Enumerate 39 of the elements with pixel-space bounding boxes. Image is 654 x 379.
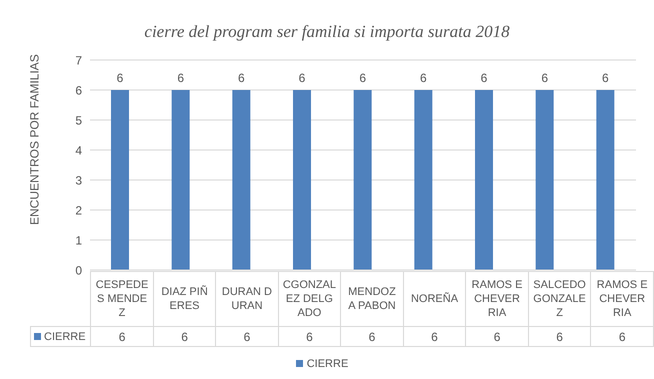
annotation: 6 xyxy=(298,71,306,85)
annotation: 6 xyxy=(177,71,184,85)
y-tick-label: 7 xyxy=(75,53,82,68)
data-label: 6 xyxy=(528,326,591,346)
x-tick-label: RAMOS ECHEVERRIA xyxy=(466,272,528,326)
data-label: 6 xyxy=(216,326,278,346)
legend-label: CIERRE xyxy=(30,326,91,346)
annotation: 6 xyxy=(602,71,609,85)
annotation: 6 xyxy=(359,71,366,85)
data-label: 6 xyxy=(590,326,654,346)
x-tick-label: SALCEDO GONZALEZ xyxy=(528,272,591,326)
data-label: 6 xyxy=(403,326,466,346)
annotation: 6 xyxy=(238,71,245,85)
y-tick-label: 4 xyxy=(75,143,82,158)
y-tick-label: 3 xyxy=(75,173,82,188)
annotation: 6 xyxy=(480,71,488,85)
text: CIERRE xyxy=(306,358,348,370)
x-tick-label: DURAN DURAN xyxy=(216,272,278,326)
x-tick-label: NOREÑA xyxy=(403,272,466,326)
y-tick-label: 0 xyxy=(75,263,82,278)
x-tick-label: DIAZ PIÑERES xyxy=(153,272,216,326)
y-axis-title: ENCUENTROS POR FAMILIAS xyxy=(27,54,42,225)
y-tick-label: 6 xyxy=(75,83,82,98)
y-tick-label: 1 xyxy=(75,233,82,248)
data-label: 6 xyxy=(340,326,404,346)
x-tick-label: CGONZALEZ DELGADO xyxy=(278,272,341,326)
x-tick-label: CESPEDES MENDEZ xyxy=(90,272,154,326)
chart-title: cierre del program ser familia si importa surata 2018 xyxy=(143,22,511,42)
annotation: 6 xyxy=(116,71,124,85)
y-tick-label: 2 xyxy=(75,203,82,218)
x-tick-label: MENDOZA PABON xyxy=(340,272,404,326)
data-label: 6 xyxy=(90,326,154,346)
x-tick-label: RAMOS ECHEVERRIA xyxy=(590,272,654,326)
data-label: 6 xyxy=(153,326,216,346)
annotation: 6 xyxy=(420,71,427,85)
data-label: 6 xyxy=(278,326,341,346)
annotation: 6 xyxy=(541,71,548,85)
data-label: 6 xyxy=(466,326,528,346)
y-tick-label: 5 xyxy=(75,113,82,128)
